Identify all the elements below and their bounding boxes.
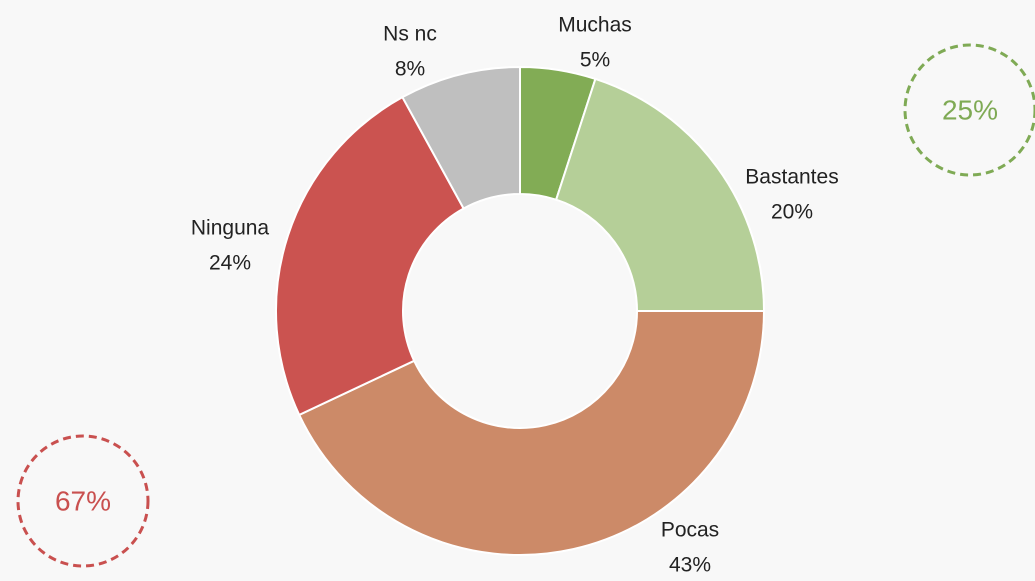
donut-segment xyxy=(401,65,521,210)
segment-value-label: 43% xyxy=(669,554,711,577)
annotation-text: 67% xyxy=(55,485,111,516)
segment-label: Ninguna xyxy=(191,217,270,240)
segment-value-label: 8% xyxy=(395,58,425,81)
donut-segment xyxy=(554,77,766,312)
segment-label: Muchas xyxy=(558,14,632,37)
segment-label: Pocas xyxy=(661,519,719,542)
segment-label: Ns nc xyxy=(383,23,437,46)
annotation-circle xyxy=(16,434,150,568)
segment-value-label: 20% xyxy=(771,201,813,224)
segment-value-label: 5% xyxy=(580,49,610,72)
donut-segment xyxy=(297,310,766,556)
segment-label: Bastantes xyxy=(745,166,838,189)
annotation-text: 25% xyxy=(942,94,998,125)
segment-value-label: 24% xyxy=(209,252,251,275)
annotation-circle xyxy=(903,43,1035,177)
donut-segment xyxy=(275,95,465,417)
